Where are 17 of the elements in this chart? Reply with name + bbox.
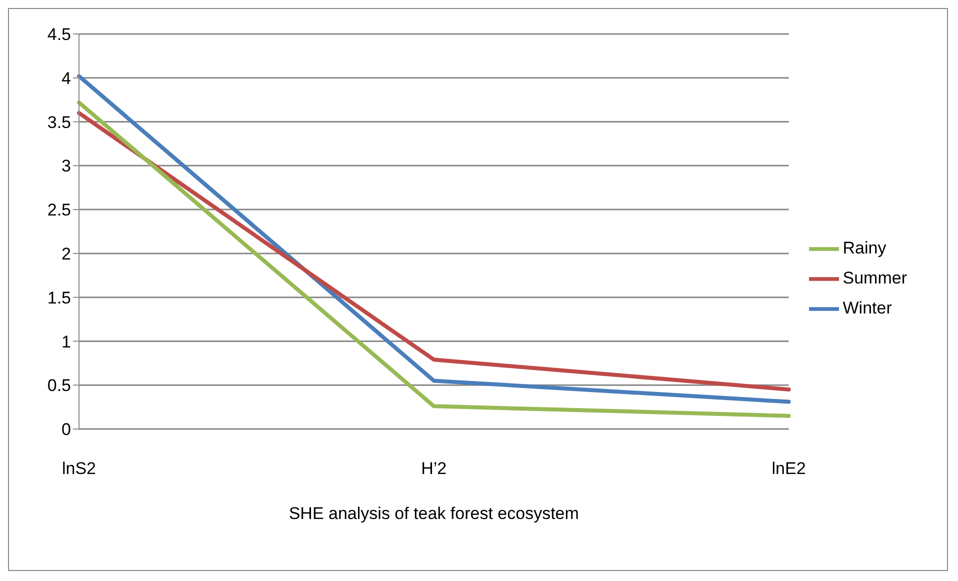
x-tick-label: lnS2 (62, 459, 96, 478)
x-tick-label: lnE2 (772, 459, 806, 478)
y-tick-label: 2 (62, 244, 71, 264)
y-tick-label: 2.5 (47, 200, 71, 220)
legend-label: Winter (842, 298, 892, 318)
x-tick-label: H’2 (421, 459, 447, 478)
y-tick-label: 4.5 (47, 25, 71, 44)
y-tick-label: 3.5 (47, 112, 71, 132)
y-tick-label: 3 (62, 156, 71, 176)
y-tick-label: 1 (62, 332, 71, 352)
y-tick-label: 0 (62, 420, 71, 440)
y-tick-label: 0.5 (47, 376, 71, 396)
legend-label: Summer (842, 268, 907, 288)
legend-label: Rainy (842, 238, 886, 258)
y-tick-label: 1.5 (47, 288, 71, 308)
x-axis-title: SHE analysis of teak forest ecosystem (288, 504, 579, 523)
y-tick-label: 4 (62, 68, 71, 88)
